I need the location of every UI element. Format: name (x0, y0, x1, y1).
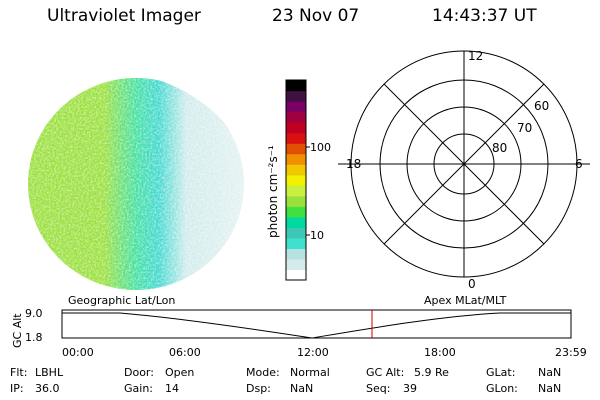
filter-value: LBHL (35, 366, 64, 379)
filter-label: Flt: (10, 366, 28, 379)
seq-label: Seq: (366, 382, 391, 395)
header-time: 14:43:37 UT (432, 6, 537, 26)
colorbar-band (286, 174, 306, 186)
polar-grid: 12 18 6 0 60 70 80 (338, 49, 590, 291)
colorbar-band (286, 269, 306, 281)
lat-label-70: 70 (517, 121, 532, 135)
colorbar-tick-100: 100 (310, 141, 331, 154)
colorbar-band (286, 80, 306, 92)
gain-label: Gain: (124, 382, 153, 395)
colorbar-band (286, 143, 306, 155)
colorbar-band (286, 258, 306, 271)
ip-label: IP: (10, 382, 24, 395)
colorbar-band (286, 248, 306, 260)
colorbar-band (286, 153, 306, 165)
colorbar-band (286, 111, 306, 123)
seq-value: 39 (403, 382, 417, 395)
lat-label-60: 60 (534, 99, 549, 113)
auroral-image (28, 72, 250, 290)
glon-label: GLon: (486, 382, 518, 395)
door-label: Door: (124, 366, 154, 379)
mlt-label-12: 12 (468, 49, 483, 63)
colorbar-band (286, 206, 306, 218)
colorbar-band (286, 90, 306, 102)
gc-alt-value: 5.9 Re (414, 366, 449, 379)
geo-latlon-label: Geographic Lat/Lon (68, 294, 176, 307)
door-value: Open (165, 366, 195, 379)
mlt-label-0: 0 (468, 277, 476, 291)
apex-mlat-label: Apex MLat/MLT (424, 294, 507, 307)
colorbar-band (286, 164, 306, 176)
colorbar: 100 10 photon cm⁻²s⁻¹ (266, 79, 331, 281)
colorbar-band (286, 216, 306, 228)
colorbar-band (286, 237, 306, 250)
timeline-frame (61, 309, 572, 339)
x-tick-1800: 18:00 (424, 346, 456, 359)
polar-diagonal-2 (383, 83, 545, 245)
colorbar-band (286, 227, 306, 239)
colorbar-label: photon cm⁻²s⁻¹ (266, 145, 280, 238)
colorbar-band (286, 101, 306, 113)
header-date: 23 Nov 07 (272, 6, 360, 26)
glon-value: NaN (538, 382, 562, 395)
x-tick-0600: 06:00 (169, 346, 201, 359)
colorbar-tick-10: 10 (310, 229, 324, 242)
y-tick-high: 9.0 (25, 307, 43, 320)
glat-value: NaN (538, 366, 562, 379)
colorbar-band (286, 195, 306, 207)
gc-alt-curve (62, 312, 571, 339)
mlt-label-6: 6 (575, 157, 583, 171)
ip-value: 36.0 (35, 382, 60, 395)
gc-alt-timeline: GC Alt 9.0 1.8 (11, 307, 572, 348)
dsp-value: NaN (290, 382, 314, 395)
gain-value: 14 (165, 382, 179, 395)
mode-value: Normal (290, 366, 330, 379)
x-tick-2359: 23:59 (555, 346, 587, 359)
mlt-label-18: 18 (346, 157, 361, 171)
lat-label-80: 80 (492, 141, 507, 155)
dsp-label: Dsp: (246, 382, 271, 395)
gc-alt-axis-title: GC Alt (11, 313, 24, 348)
gc-alt-label: GC Alt: (366, 366, 405, 379)
colorbar-band (286, 132, 306, 144)
glat-label: GLat: (486, 366, 516, 379)
mode-label: Mode: (246, 366, 280, 379)
app-title: Ultraviolet Imager (47, 6, 201, 26)
y-tick-low: 1.8 (25, 331, 43, 344)
colorbar-band (286, 122, 306, 134)
x-tick-0000: 00:00 (62, 346, 94, 359)
x-tick-1200: 12:00 (297, 346, 329, 359)
colorbar-scale (286, 80, 306, 281)
colorbar-band (286, 185, 306, 197)
